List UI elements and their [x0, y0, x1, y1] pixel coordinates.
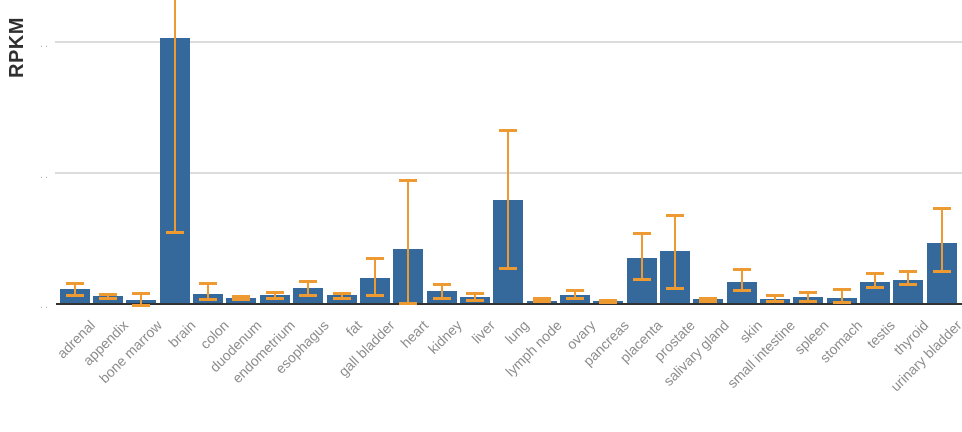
error-bar-urinary-bladder	[940, 208, 943, 271]
error-bar-placenta	[640, 233, 643, 279]
error-cap-high-appendix	[99, 292, 118, 296]
error-cap-high-pancreas	[599, 298, 618, 302]
error-bar-skin	[740, 269, 743, 291]
error-cap-low-esophagus	[299, 294, 318, 298]
error-bar-gall-bladder	[373, 257, 376, 296]
error-cap-high-endometrium	[265, 291, 284, 295]
error-cap-low-urinary-bladder	[932, 270, 951, 274]
x-label-fat: fat	[342, 317, 365, 340]
error-cap-low-lung	[499, 267, 518, 271]
error-bar-kidney	[440, 284, 443, 298]
error-cap-low-fat	[332, 297, 351, 301]
error-bar-stomach	[840, 288, 843, 302]
error-cap-high-small-intestine	[766, 294, 785, 298]
error-cap-low-bone-marrow	[132, 303, 151, 307]
y-axis-label: RPKM	[6, 17, 28, 78]
error-cap-low-gall-bladder	[365, 294, 384, 298]
error-cap-low-stomach	[832, 300, 851, 304]
error-cap-high-spleen	[799, 291, 818, 295]
error-cap-low-adrenal	[65, 293, 84, 297]
error-cap-high-liver	[465, 291, 484, 295]
error-cap-low-small-intestine	[766, 299, 785, 303]
error-bar-ovary	[573, 290, 576, 299]
error-cap-high-prostate	[666, 214, 684, 218]
error-cap-low-salivary-gland	[699, 300, 718, 304]
error-bar-prostate	[674, 215, 676, 288]
error-cap-high-duodenum	[232, 295, 251, 299]
error-bar-esophagus	[307, 280, 310, 296]
error-cap-low-appendix	[99, 297, 118, 301]
error-bar-spleen	[807, 292, 810, 302]
error-cap-high-gall-bladder	[365, 256, 384, 260]
error-bar-testis	[874, 272, 877, 287]
error-cap-low-spleen	[799, 300, 818, 304]
error-cap-low-endometrium	[265, 297, 284, 301]
error-bar-adrenal	[73, 282, 76, 295]
error-cap-high-ovary	[565, 289, 584, 293]
y-tick-label-1: ..	[40, 168, 51, 181]
error-bar-appendix	[107, 293, 110, 299]
error-cap-low-duodenum	[232, 298, 251, 302]
error-bar-liver	[473, 292, 476, 300]
error-bar-small-intestine	[774, 295, 777, 301]
error-bar-lung	[507, 130, 510, 269]
error-cap-high-fat	[332, 291, 351, 295]
error-bar-fat	[340, 292, 343, 299]
error-cap-high-colon	[199, 282, 218, 286]
error-cap-low-pancreas	[599, 300, 618, 304]
error-cap-high-skin	[732, 268, 751, 272]
error-cap-high-urinary-bladder	[932, 207, 951, 211]
error-cap-low-liver	[465, 298, 484, 302]
error-bar-endometrium	[273, 292, 276, 299]
error-cap-low-testis	[866, 285, 885, 289]
error-cap-high-kidney	[432, 283, 451, 287]
error-cap-low-lymph-node	[532, 300, 551, 304]
error-cap-low-skin	[732, 289, 751, 293]
error-cap-high-bone-marrow	[132, 291, 151, 295]
y-tick-label-2: ..	[40, 38, 51, 50]
error-cap-high-thyroid	[899, 270, 918, 274]
error-cap-high-adrenal	[65, 281, 84, 285]
error-bar-colon	[207, 283, 210, 299]
error-cap-low-thyroid	[899, 282, 918, 286]
error-bar-brain	[173, 0, 176, 233]
y-tick-label-0: ..	[40, 299, 51, 311]
x-label-kidney: kidney	[424, 317, 465, 357]
error-cap-low-prostate	[666, 286, 684, 290]
error-cap-high-lung	[499, 129, 518, 133]
error-cap-high-heart	[399, 179, 418, 183]
error-cap-low-colon	[199, 297, 218, 301]
gridline-y2	[55, 41, 962, 43]
error-cap-low-heart	[399, 302, 418, 305]
x-axis-line	[56, 303, 962, 305]
error-cap-high-testis	[866, 271, 885, 275]
x-label-brain: brain	[164, 317, 199, 351]
error-cap-low-brain	[165, 231, 184, 235]
error-cap-low-kidney	[432, 296, 451, 300]
error-bar-bone-marrow	[140, 292, 143, 305]
bar-skin	[727, 281, 757, 303]
error-cap-high-esophagus	[299, 279, 318, 283]
error-cap-high-salivary-gland	[699, 297, 718, 301]
error-cap-high-lymph-node	[532, 297, 551, 301]
error-cap-high-placenta	[632, 232, 651, 236]
error-cap-low-ovary	[565, 297, 584, 301]
error-cap-low-placenta	[632, 277, 651, 281]
error-bar-heart	[407, 180, 410, 303]
x-label-liver: liver	[468, 317, 499, 347]
error-cap-high-stomach	[832, 287, 851, 291]
error-bar-thyroid	[907, 271, 910, 284]
